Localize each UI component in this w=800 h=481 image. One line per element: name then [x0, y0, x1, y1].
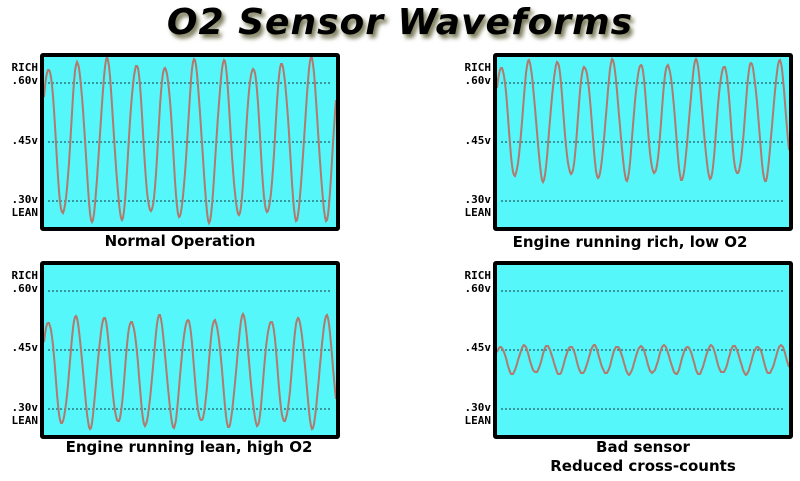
voltage-trace [44, 311, 336, 431]
y-label-030: .30v [464, 401, 492, 414]
y-label-lean: LEAN [11, 414, 39, 427]
scope-screen [40, 261, 340, 439]
y-label-060: .60v [11, 282, 39, 295]
caption-line: Normal Operation [104, 232, 256, 250]
chart-bad-sensor [493, 261, 793, 439]
y-label-045: .45v [11, 341, 39, 354]
waveform-plot [497, 57, 789, 202]
y-label-rich: RICH [464, 269, 492, 282]
y-label-030: .30v [464, 193, 492, 206]
y-label-060: .60v [464, 282, 492, 295]
caption-normal-operation: Normal Operation [10, 232, 350, 251]
caption-engine-rich: Engine running rich, low O2 [460, 233, 800, 252]
waveform-plot [44, 290, 336, 431]
caption-line: Engine running rich, low O2 [512, 233, 748, 251]
voltage-trace [497, 57, 789, 185]
y-label-045: .45v [11, 134, 39, 147]
caption-line: Engine running lean, high O2 [65, 438, 313, 456]
y-label-030: .30v [11, 193, 39, 206]
voltage-trace [497, 343, 789, 377]
y-label-rich: RICH [464, 61, 492, 74]
caption-line: Reduced cross-counts [550, 457, 736, 475]
chart-engine-rich [493, 53, 793, 231]
y-label-045: .45v [464, 134, 492, 147]
waveform-plot [497, 290, 789, 410]
y-label-lean: LEAN [464, 414, 492, 427]
caption-line: Bad sensor [596, 438, 690, 456]
page-title: O2 Sensor Waveforms [166, 2, 634, 43]
caption-bad-sensor: Bad sensor Reduced cross-counts [473, 438, 800, 476]
scope-screen [493, 261, 793, 439]
y-label-rich: RICH [11, 61, 39, 74]
chart-normal-operation [40, 53, 340, 231]
y-label-060: .60v [11, 74, 39, 87]
y-label-060: .60v [464, 74, 492, 87]
y-label-045: .45v [464, 341, 492, 354]
y-label-030: .30v [11, 401, 39, 414]
scope-screen [40, 53, 340, 231]
y-label-lean: LEAN [464, 206, 492, 219]
scope-screen [493, 53, 793, 231]
voltage-trace [44, 57, 336, 226]
y-label-rich: RICH [11, 269, 39, 282]
y-label-lean: LEAN [11, 206, 39, 219]
caption-engine-lean: Engine running lean, high O2 [19, 438, 359, 457]
waveform-plot [44, 57, 336, 226]
chart-engine-lean [40, 261, 340, 439]
